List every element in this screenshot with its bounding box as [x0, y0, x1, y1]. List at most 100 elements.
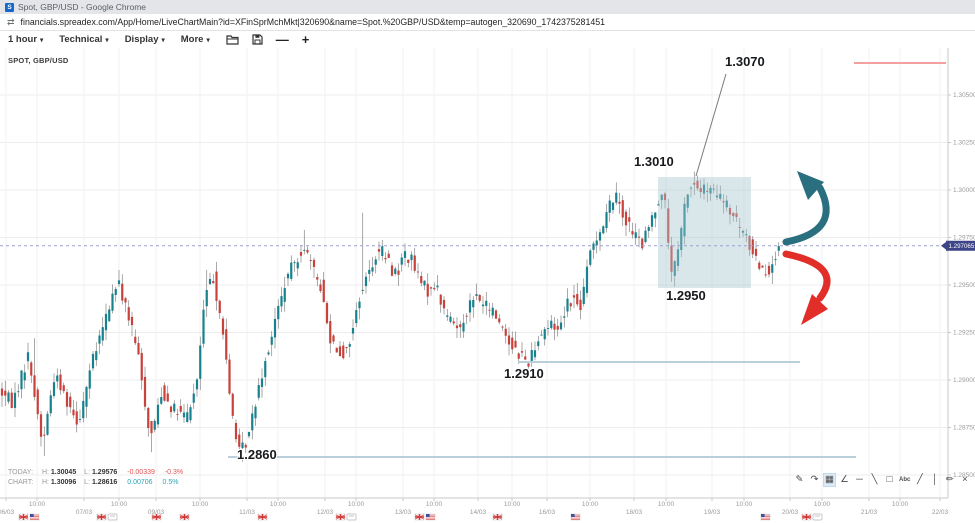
svg-text:10:00: 10:00 [270, 501, 287, 508]
candle [163, 385, 166, 401]
annotation-pointer-line[interactable] [695, 73, 727, 177]
technical-dropdown[interactable]: Technical ▾ [59, 34, 109, 45]
display-dropdown[interactable]: Display ▾ [124, 34, 165, 45]
candle [559, 322, 563, 330]
close-tool-icon[interactable]: × [962, 474, 968, 485]
candle [706, 191, 709, 192]
candle [358, 301, 361, 309]
candle [621, 200, 624, 218]
event-flags[interactable] [801, 513, 823, 521]
candle [147, 407, 150, 428]
candle [59, 374, 62, 391]
interval-dropdown[interactable]: 1 hour ▾ [8, 34, 44, 45]
candle [82, 400, 85, 419]
candle [231, 393, 234, 416]
event-flags[interactable] [151, 513, 162, 521]
candle [644, 230, 647, 243]
trend-angle-tool-icon[interactable]: ∠ [840, 474, 849, 485]
price-annotation-label[interactable]: 1.2950 [666, 288, 706, 303]
highlight-rectangle[interactable] [658, 177, 751, 288]
zoom-out-button[interactable]: — [275, 32, 289, 47]
event-flags[interactable] [570, 513, 581, 521]
price-annotation-label[interactable]: 1.3070 [725, 54, 765, 69]
horizontal-line-tool-icon[interactable]: ─ [856, 474, 863, 485]
price-annotation-label[interactable]: 1.3010 [634, 154, 674, 169]
candle [264, 361, 267, 378]
marker-tool-icon[interactable]: ✏ [945, 474, 954, 485]
event-flags[interactable] [96, 513, 118, 521]
candle [124, 298, 127, 303]
browser-urlbar[interactable]: ⇄ financials.spreadex.com/App/Home/LiveC… [0, 14, 975, 31]
price-annotation-label[interactable]: 1.2910 [504, 366, 544, 381]
candle [498, 318, 501, 323]
price-annotation-label[interactable]: 1.2860 [237, 447, 277, 462]
candle [650, 215, 654, 227]
url-text[interactable]: financials.spreadex.com/App/Home/LiveCha… [20, 17, 606, 27]
candle [397, 270, 400, 275]
candle [670, 245, 673, 272]
event-flags[interactable] [760, 513, 771, 521]
svg-text:1.29500: 1.29500 [953, 282, 975, 289]
candle [335, 347, 338, 353]
candle [715, 195, 719, 198]
candle [351, 328, 355, 334]
candle [725, 200, 728, 208]
candle [101, 327, 104, 341]
candle [413, 255, 416, 271]
curve-arrow-tool-icon[interactable]: ↷ [810, 474, 819, 485]
candle [592, 243, 595, 250]
candle [767, 265, 771, 275]
pencil-tool-icon[interactable]: ✎ [795, 474, 804, 485]
text-tool-icon[interactable]: Abc [899, 477, 911, 483]
candle [485, 300, 488, 306]
event-flags[interactable] [492, 513, 503, 521]
candle [615, 192, 618, 203]
candle [296, 262, 299, 269]
chart-area: 1.30500 1.30250 1.30000 1.29750 1.29500 1.292… [0, 48, 975, 523]
trend-line-tool-icon[interactable]: ╲ [871, 474, 878, 485]
curved-arrow-up[interactable] [782, 171, 830, 246]
candle [182, 412, 186, 418]
event-flags[interactable] [257, 513, 268, 521]
chevron-down-icon: ▾ [161, 36, 165, 44]
candle [683, 203, 686, 237]
folder-open-icon [226, 35, 239, 45]
candle [390, 265, 394, 276]
session-stats: TODAY: H: 1.30045 L: 1.29576 -0.00339 -0… [8, 468, 183, 488]
event-flags[interactable] [18, 513, 40, 521]
vertical-line-tool-icon[interactable]: │ [931, 474, 938, 485]
save-chart-button[interactable] [252, 34, 263, 45]
candle [91, 353, 95, 369]
candle [160, 397, 163, 404]
open-chart-button[interactable] [226, 34, 239, 45]
slash-tool-icon[interactable]: ╱ [916, 474, 923, 485]
candle [540, 334, 543, 336]
candle [686, 194, 689, 208]
candle [153, 420, 156, 430]
candle [732, 212, 735, 217]
candle [377, 249, 381, 252]
symbol-label: SPOT, GBP/USD [8, 56, 69, 65]
candle [566, 298, 569, 312]
candle [582, 286, 585, 304]
candle [251, 413, 254, 431]
svg-text:19/03: 19/03 [704, 509, 721, 516]
site-info-icon[interactable]: ⇄ [7, 16, 15, 27]
event-flags[interactable] [414, 513, 436, 521]
rectangle-tool-icon[interactable]: □ [886, 474, 893, 485]
candle [663, 193, 667, 201]
candle [218, 300, 221, 314]
candle [316, 277, 319, 280]
curved-arrow-down[interactable] [782, 250, 831, 325]
price-chart[interactable]: 1.30500 1.30250 1.30000 1.29750 1.29500 1.292… [0, 48, 975, 523]
candle [572, 295, 576, 298]
event-flags[interactable] [179, 513, 190, 521]
grid-tool-icon[interactable]: ▦ [823, 473, 836, 487]
candle [195, 379, 199, 390]
candle [46, 413, 49, 435]
svg-text:1.29000: 1.29000 [953, 377, 975, 384]
zoom-in-button[interactable]: + [301, 32, 310, 47]
more-dropdown[interactable]: More ▾ [180, 34, 210, 45]
event-flags[interactable] [335, 513, 357, 521]
